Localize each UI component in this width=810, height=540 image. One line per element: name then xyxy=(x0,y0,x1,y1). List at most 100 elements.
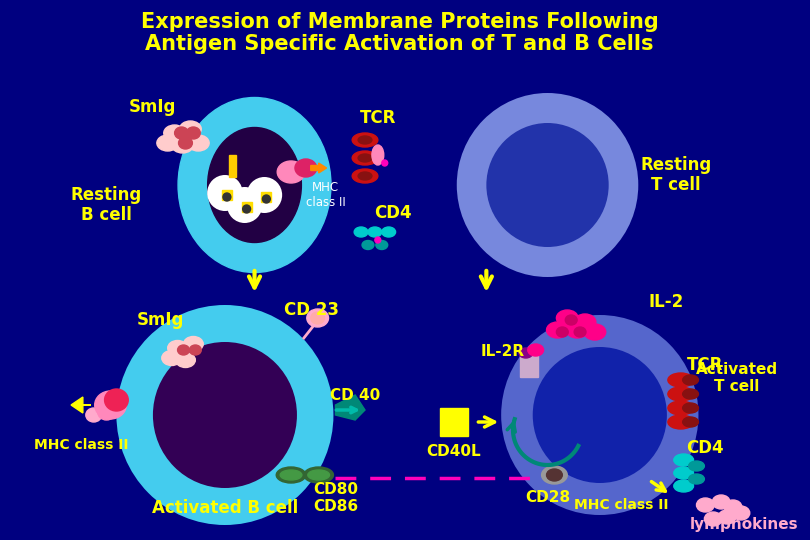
Circle shape xyxy=(153,342,297,488)
Ellipse shape xyxy=(277,161,305,183)
Ellipse shape xyxy=(724,500,742,514)
Ellipse shape xyxy=(178,98,331,273)
Ellipse shape xyxy=(718,510,736,524)
Text: IL-2R: IL-2R xyxy=(481,345,525,360)
Ellipse shape xyxy=(547,322,569,338)
Ellipse shape xyxy=(358,136,372,144)
Ellipse shape xyxy=(683,375,698,385)
Ellipse shape xyxy=(519,348,533,358)
Ellipse shape xyxy=(668,373,693,387)
Polygon shape xyxy=(335,395,365,420)
Ellipse shape xyxy=(304,467,334,483)
Ellipse shape xyxy=(262,195,271,203)
Ellipse shape xyxy=(238,198,252,212)
Ellipse shape xyxy=(376,240,388,249)
Ellipse shape xyxy=(375,237,381,243)
Ellipse shape xyxy=(382,160,388,166)
Ellipse shape xyxy=(732,506,750,520)
Ellipse shape xyxy=(362,240,374,249)
Ellipse shape xyxy=(668,387,693,401)
Circle shape xyxy=(457,93,638,277)
Text: TCR: TCR xyxy=(360,109,396,127)
Text: MHC class II: MHC class II xyxy=(34,438,128,452)
Bar xyxy=(520,355,538,377)
Ellipse shape xyxy=(368,227,382,237)
Ellipse shape xyxy=(187,135,209,151)
Ellipse shape xyxy=(184,336,203,352)
Ellipse shape xyxy=(307,309,329,327)
Text: TCR: TCR xyxy=(687,356,723,374)
Ellipse shape xyxy=(207,127,301,242)
Ellipse shape xyxy=(668,401,693,415)
Circle shape xyxy=(501,315,698,515)
Ellipse shape xyxy=(180,121,201,137)
Text: CD80
CD86: CD80 CD86 xyxy=(313,482,358,514)
Text: CD4: CD4 xyxy=(374,204,411,222)
Text: CD 40: CD 40 xyxy=(330,388,380,402)
Text: Antigen Specific Activation of T and B Cells: Antigen Specific Activation of T and B C… xyxy=(145,34,654,54)
Ellipse shape xyxy=(372,145,384,165)
Ellipse shape xyxy=(98,404,115,420)
Ellipse shape xyxy=(354,227,368,237)
Ellipse shape xyxy=(697,498,714,512)
Circle shape xyxy=(533,347,667,483)
Text: Resting
B cell: Resting B cell xyxy=(71,186,143,225)
Ellipse shape xyxy=(157,135,178,151)
Ellipse shape xyxy=(295,159,317,177)
Ellipse shape xyxy=(178,137,192,149)
Text: CD40L: CD40L xyxy=(427,444,481,460)
Text: IL-2: IL-2 xyxy=(648,293,684,311)
Ellipse shape xyxy=(168,341,187,355)
Ellipse shape xyxy=(547,469,562,481)
Text: MHC class II: MHC class II xyxy=(574,498,669,512)
FancyArrow shape xyxy=(311,163,326,173)
Text: SmIg: SmIg xyxy=(137,311,185,329)
Ellipse shape xyxy=(352,151,377,165)
Ellipse shape xyxy=(566,322,588,338)
Ellipse shape xyxy=(95,391,126,419)
Ellipse shape xyxy=(280,470,302,480)
Ellipse shape xyxy=(358,154,372,162)
Circle shape xyxy=(207,175,243,211)
Ellipse shape xyxy=(683,417,698,427)
Circle shape xyxy=(117,305,334,525)
Ellipse shape xyxy=(712,495,730,509)
Ellipse shape xyxy=(705,512,723,526)
Ellipse shape xyxy=(584,324,606,340)
Ellipse shape xyxy=(556,310,578,326)
Ellipse shape xyxy=(674,480,693,492)
Ellipse shape xyxy=(668,415,693,429)
Bar xyxy=(229,155,236,177)
Ellipse shape xyxy=(243,205,250,213)
Ellipse shape xyxy=(186,127,200,139)
Ellipse shape xyxy=(352,169,377,183)
Ellipse shape xyxy=(574,314,596,330)
Ellipse shape xyxy=(190,345,201,355)
Ellipse shape xyxy=(175,127,189,139)
Ellipse shape xyxy=(556,327,569,337)
Ellipse shape xyxy=(276,467,306,483)
Ellipse shape xyxy=(382,227,395,237)
Text: lymphokines: lymphokines xyxy=(689,517,798,532)
Ellipse shape xyxy=(542,466,567,484)
Ellipse shape xyxy=(358,172,372,180)
Text: MHC
class II: MHC class II xyxy=(305,181,345,209)
Text: CD4: CD4 xyxy=(687,439,724,457)
Text: CD28: CD28 xyxy=(525,489,570,504)
Ellipse shape xyxy=(218,186,232,200)
Ellipse shape xyxy=(223,193,231,201)
Ellipse shape xyxy=(683,389,698,399)
Circle shape xyxy=(486,123,608,247)
Text: Expression of Membrane Proteins Following: Expression of Membrane Proteins Followin… xyxy=(141,12,659,32)
Ellipse shape xyxy=(176,353,195,368)
Ellipse shape xyxy=(258,188,271,202)
Ellipse shape xyxy=(164,125,185,141)
Text: Resting
T cell: Resting T cell xyxy=(640,156,711,194)
Text: Activated B cell: Activated B cell xyxy=(151,499,298,517)
Ellipse shape xyxy=(688,474,705,484)
Ellipse shape xyxy=(104,389,128,411)
Ellipse shape xyxy=(674,467,693,479)
Ellipse shape xyxy=(311,312,325,324)
FancyArrow shape xyxy=(71,397,91,413)
Text: SmIg: SmIg xyxy=(130,98,177,116)
